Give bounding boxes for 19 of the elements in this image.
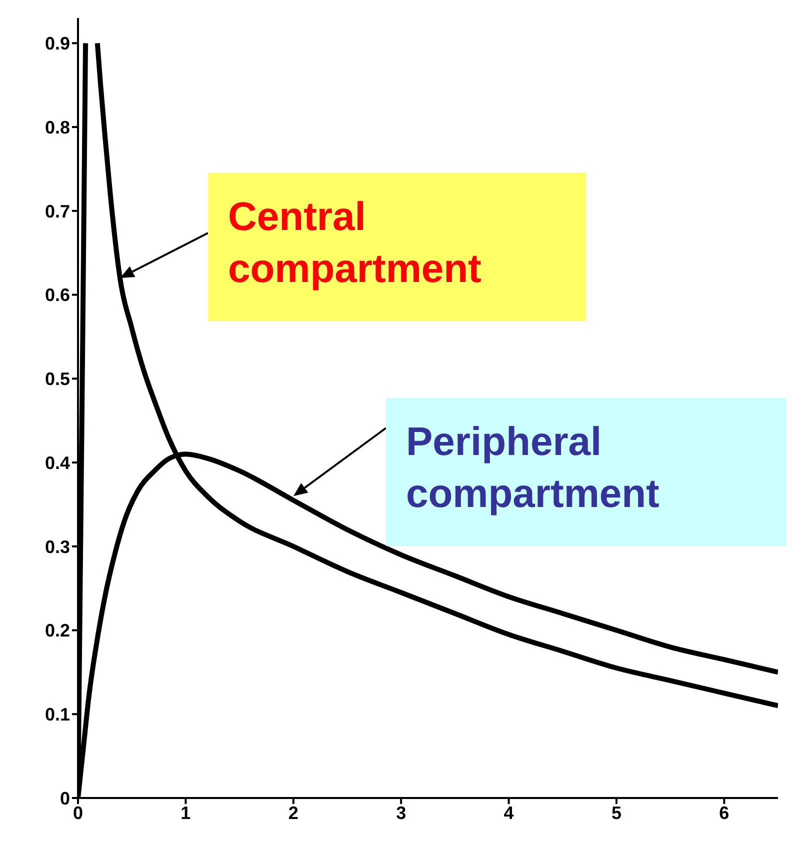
y-tick-label: 0.6: [44, 285, 70, 306]
y-tick-label: 0.1: [44, 704, 70, 725]
y-tick-label: 0.7: [44, 201, 70, 222]
y-tick-label: 0.2: [44, 620, 70, 641]
x-tick-label: 2: [288, 802, 298, 823]
y-tick-label: 0.5: [44, 369, 70, 390]
x-tick-label: 0: [72, 802, 84, 823]
y-tick-label: 0.9: [44, 34, 70, 54]
callout-box: Central compartment: [208, 173, 586, 321]
x-tick-label: 5: [611, 802, 622, 823]
x-tick-label: 6: [719, 802, 730, 823]
y-tick-label: 0: [60, 788, 70, 808]
y-tick-label: 0.3: [44, 536, 70, 557]
x-tick-label: 1: [180, 802, 191, 823]
y-tick-label: 0.4: [44, 452, 70, 473]
callout-box: Peripheral compartment: [386, 398, 786, 546]
x-tick-label: 3: [396, 802, 406, 823]
x-tick-label: 4: [504, 802, 514, 823]
y-tick-label: 0.8: [44, 117, 70, 138]
